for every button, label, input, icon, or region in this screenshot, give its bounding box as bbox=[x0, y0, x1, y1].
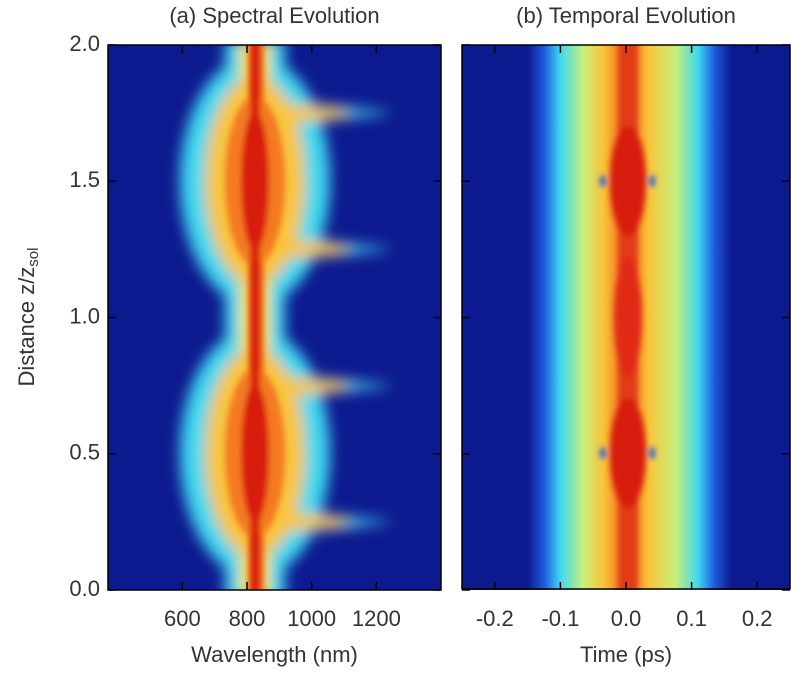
y-tick-label: 1.0 bbox=[69, 303, 100, 328]
x-tick-label: 0.0 bbox=[611, 606, 642, 631]
x-axis-label: Wavelength (nm) bbox=[191, 642, 358, 667]
y-tick-label: 0.5 bbox=[69, 440, 100, 465]
x-tick-label: 600 bbox=[164, 606, 201, 631]
x-tick-label: 0.2 bbox=[742, 606, 773, 631]
x-tick-label: 1200 bbox=[352, 606, 401, 631]
y-tick-label: 2.0 bbox=[69, 31, 100, 56]
y-axis-label: Distance z/zsol bbox=[14, 247, 42, 386]
y-tick-label: 1.5 bbox=[69, 167, 100, 192]
panel-title: (b) Temporal Evolution bbox=[516, 3, 736, 28]
y-label-sub: sol bbox=[25, 247, 42, 266]
x-axis-label: Time (ps) bbox=[580, 642, 672, 667]
panel-title: (a) Spectral Evolution bbox=[169, 3, 379, 28]
x-tick-label: 1000 bbox=[287, 606, 336, 631]
x-tick-label: -0.2 bbox=[476, 606, 514, 631]
y-label-text: Distance z/z bbox=[14, 267, 39, 387]
spectral-map bbox=[108, 45, 441, 590]
y-tick-label: 0.0 bbox=[69, 576, 100, 601]
temporal-map bbox=[462, 45, 790, 590]
x-tick-label: -0.1 bbox=[541, 606, 579, 631]
x-tick-label: 800 bbox=[229, 606, 266, 631]
x-tick-label: 0.1 bbox=[676, 606, 707, 631]
